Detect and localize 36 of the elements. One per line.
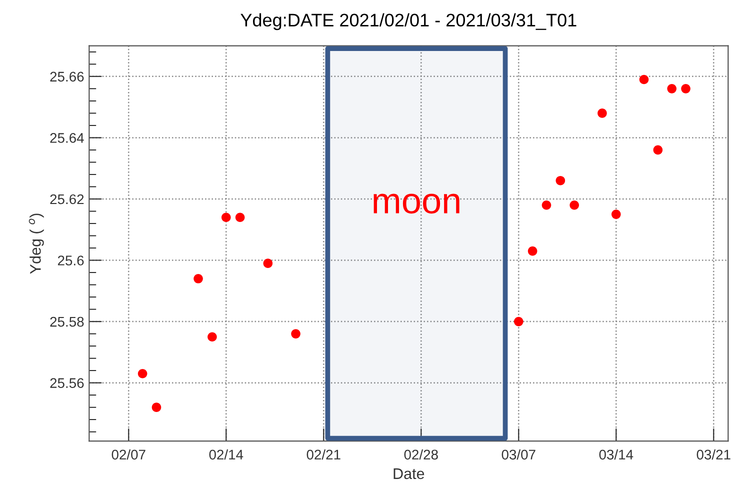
point: [542, 200, 552, 210]
x-axis-title: Date: [394, 468, 424, 480]
x-tick-label: 03/14: [599, 449, 634, 460]
point: [221, 212, 231, 222]
point: [208, 332, 217, 342]
point: [556, 176, 566, 186]
point: [528, 246, 538, 256]
point: [152, 402, 162, 412]
x-tick-label: 02/07: [112, 449, 146, 460]
point: [639, 74, 649, 84]
point: [667, 84, 677, 94]
x-tick-label: 02/14: [209, 449, 244, 460]
x-tick-label: 02/28: [404, 449, 438, 460]
point: [235, 212, 245, 222]
y-tick-label: 25.64: [50, 133, 84, 143]
point: [681, 84, 690, 94]
point: [570, 200, 579, 210]
x-tick-label: 03/21: [696, 449, 730, 460]
y-tick-label: 25.66: [50, 72, 84, 82]
y-tick-label: 25.62: [50, 194, 84, 204]
point: [194, 274, 203, 284]
band-label: moon: [374, 194, 460, 214]
point: [598, 108, 607, 118]
x-tick-label: 03/07: [502, 449, 536, 460]
point: [611, 210, 621, 219]
chart-title: Ydeg:DATE 2021/02/01 - 2021/03/31_T01: [240, 13, 576, 30]
y-tick-label: 25.58: [50, 316, 84, 327]
point: [138, 368, 148, 378]
x-tick-label: 02/21: [306, 449, 340, 460]
point: [291, 329, 300, 338]
y-tick-label: 25.6: [58, 256, 84, 266]
y-axis-title: Ydeg ( $^{o}$): [28, 214, 44, 274]
point: [653, 145, 663, 155]
point: [514, 316, 524, 326]
y-tick-label: 25.56: [50, 378, 84, 388]
point: [263, 258, 273, 268]
